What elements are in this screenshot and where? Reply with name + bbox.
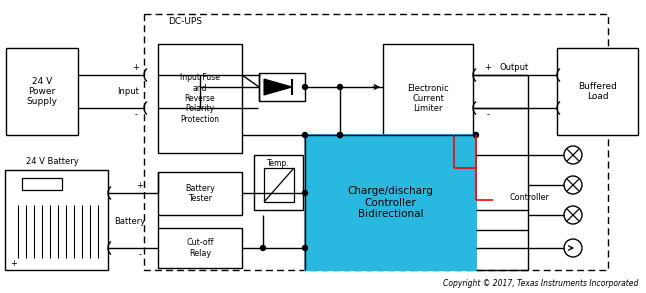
Bar [6, 48, 78, 135]
Circle shape [564, 146, 582, 164]
Text: Buffered
Load: Buffered Load [578, 82, 617, 101]
Circle shape [337, 132, 342, 137]
Text: +: + [10, 258, 17, 268]
Bar [5, 170, 108, 270]
Text: +: + [484, 64, 492, 72]
Text: +: + [132, 64, 140, 72]
Text: Input: Input [117, 86, 139, 96]
Text: -: - [486, 110, 490, 120]
Text: +: + [136, 181, 143, 190]
Text: Copyright © 2017, Texas Instruments Incorporated: Copyright © 2017, Texas Instruments Inco… [443, 279, 638, 287]
Text: Controller: Controller [510, 193, 550, 202]
Circle shape [302, 246, 307, 251]
Circle shape [564, 176, 582, 194]
Bar [305, 135, 476, 270]
Bar [22, 178, 62, 190]
Circle shape [564, 206, 582, 224]
Text: Battery
Tester: Battery Tester [185, 184, 215, 203]
Circle shape [337, 84, 342, 89]
Circle shape [302, 132, 307, 137]
Bar [259, 73, 305, 101]
Text: 24 V Battery: 24 V Battery [26, 158, 78, 166]
Text: Battery: Battery [114, 217, 145, 226]
Circle shape [302, 84, 307, 89]
Circle shape [260, 246, 266, 251]
Circle shape [564, 239, 582, 257]
Text: Charge/discharg
Controller
Bidirectional: Charge/discharg Controller Bidirectional [348, 186, 433, 219]
Circle shape [302, 190, 307, 195]
Text: Electronic
Current
Limiter: Electronic Current Limiter [407, 84, 449, 113]
Circle shape [474, 132, 479, 137]
Bar [158, 44, 242, 153]
Text: 24 V
Power
Supply: 24 V Power Supply [26, 76, 57, 106]
Bar [254, 155, 303, 210]
Text: Output: Output [499, 64, 528, 72]
Text: -: - [138, 251, 141, 260]
Bar [158, 172, 242, 215]
Polygon shape [264, 79, 292, 95]
Text: Cut-off
Relay: Cut-off Relay [186, 238, 214, 258]
Circle shape [337, 132, 342, 137]
Bar [557, 48, 638, 135]
Text: Input Fuse
and
Reverse
Polarity
Protection: Input Fuse and Reverse Polarity Protecti… [180, 73, 220, 124]
Bar [383, 44, 473, 153]
Text: -: - [134, 110, 138, 120]
Text: DC-UPS: DC-UPS [168, 18, 202, 26]
Text: Temp.: Temp. [267, 159, 289, 168]
Bar [264, 168, 294, 202]
Bar [158, 228, 242, 268]
Bar [144, 14, 608, 270]
